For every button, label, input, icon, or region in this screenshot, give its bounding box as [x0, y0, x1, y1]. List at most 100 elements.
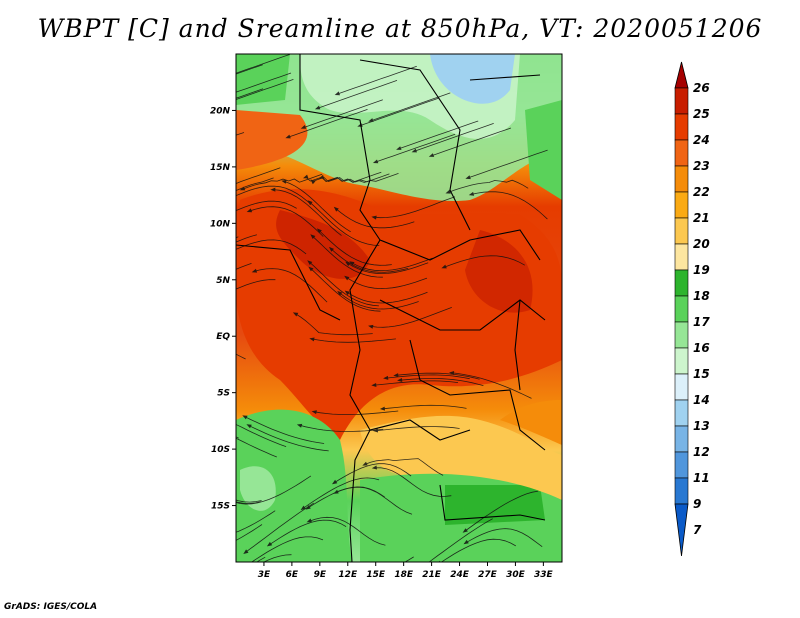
colorbar-swatch: [674, 373, 689, 401]
streamline: [370, 92, 451, 122]
streamline: [359, 97, 440, 126]
streamline-arrow: [181, 90, 186, 94]
lon-tick-label: 21E: [422, 570, 442, 580]
streamline: [245, 502, 315, 553]
streamline-arrow: [246, 424, 252, 429]
streamline-arrow: [462, 528, 468, 533]
streamline: [335, 208, 415, 229]
colorbar-swatch: [674, 269, 689, 297]
streamline-arrow: [449, 371, 455, 375]
lat-tick-label: 20N: [210, 106, 231, 116]
streamline: [309, 201, 380, 246]
streamline-arrow: [421, 564, 426, 569]
lon-tick-label: 24E: [450, 570, 470, 580]
colorbar-label: 25: [693, 107, 710, 121]
streamline: [236, 499, 262, 503]
colorbar-swatch: [674, 347, 689, 375]
colorbar-label: 7: [693, 523, 702, 537]
streamline: [374, 467, 452, 497]
streamline: [236, 177, 274, 191]
streamline-arrow: [198, 420, 203, 424]
streamline-arrow: [307, 260, 313, 265]
streamline-arrow: [333, 206, 339, 212]
colorbar-label: 19: [693, 263, 710, 277]
streamline-arrow: [371, 465, 377, 470]
streamline: [364, 458, 444, 476]
streamline-arrow: [281, 179, 287, 184]
streamline: [351, 257, 433, 272]
streamline: [398, 120, 479, 150]
streamline-arrow: [344, 290, 350, 296]
streamline: [236, 437, 277, 458]
streamline-arrow: [175, 261, 180, 265]
streamline-arrow: [445, 189, 451, 194]
streamline: [236, 72, 292, 93]
colorbar-swatch: [674, 399, 689, 427]
streamline: [236, 185, 312, 205]
streamline-arrow: [337, 290, 343, 296]
streamline-arrow: [195, 532, 200, 536]
credit-label: GrADS: IGES/COLA: [4, 602, 98, 612]
streamline: [236, 167, 281, 184]
colorbar-swatch: [674, 165, 689, 193]
streamline-arrow: [300, 125, 307, 129]
streamline-arrow: [310, 179, 316, 185]
colorbar-label: 17: [693, 315, 710, 329]
streamline: [386, 374, 470, 380]
streamline: [374, 196, 456, 219]
colorbar-label: 26: [693, 81, 710, 95]
streamline: [288, 109, 368, 138]
lon-tick-label: 3E: [258, 570, 271, 580]
lon-tick-label: 27E: [478, 570, 498, 580]
colorbar-swatch: [674, 243, 689, 271]
streamline-arrow: [192, 205, 197, 209]
streamline: [236, 475, 312, 505]
streamline: [374, 380, 459, 386]
streamline-arrow: [181, 114, 186, 118]
streamline: [317, 80, 398, 109]
streamline-arrow: [329, 246, 334, 252]
streamline: [254, 268, 328, 303]
streamline-arrow: [209, 98, 214, 102]
lat-tick-label: 15N: [210, 163, 231, 173]
streamline: [269, 519, 347, 546]
streamline-arrow: [463, 539, 469, 545]
colorbar-label: 22: [693, 185, 710, 199]
streamline: [236, 524, 263, 541]
lat-tick-label: EQ: [216, 332, 230, 342]
streamline: [236, 64, 263, 75]
streamline-arrow: [344, 275, 350, 281]
streamline-arrow: [296, 423, 303, 428]
colorbar-label: 21: [693, 211, 710, 225]
streamline: [310, 268, 381, 312]
streamline: [428, 518, 493, 562]
streamline-arrow: [371, 215, 377, 220]
streamline-arrow: [379, 406, 385, 411]
streamline: [309, 261, 379, 307]
streamline-arrow: [310, 234, 316, 239]
streamline: [248, 425, 329, 452]
streamline: [312, 338, 396, 343]
streamline: [236, 234, 258, 243]
streamline: [382, 404, 467, 410]
lat-tick-label: 10N: [210, 219, 231, 229]
streamline: [431, 127, 512, 157]
streamline-arrow: [362, 461, 368, 466]
streamline-arrow: [368, 324, 374, 329]
lon-ticks: 3E 6E 9E 12E 15E 18E 21E 24E 27E 30E 33E: [258, 562, 554, 580]
colorbar-label: 16: [693, 341, 710, 355]
streamline: [236, 88, 264, 99]
streamline-arrow: [334, 91, 340, 96]
lon-tick-label: 12E: [338, 570, 358, 580]
streamline-arrow: [397, 378, 403, 382]
streamline: [309, 516, 386, 546]
colorbar-label: 9: [693, 497, 701, 511]
streamline: [236, 54, 290, 74]
lon-tick-label: 9E: [314, 570, 327, 580]
lon-tick-label: 30E: [506, 570, 526, 580]
streamline-arrow: [333, 489, 339, 494]
streamline: [302, 477, 380, 509]
streamline: [236, 200, 297, 212]
colorbar-swatch: [674, 113, 689, 141]
streamline: [312, 173, 390, 183]
